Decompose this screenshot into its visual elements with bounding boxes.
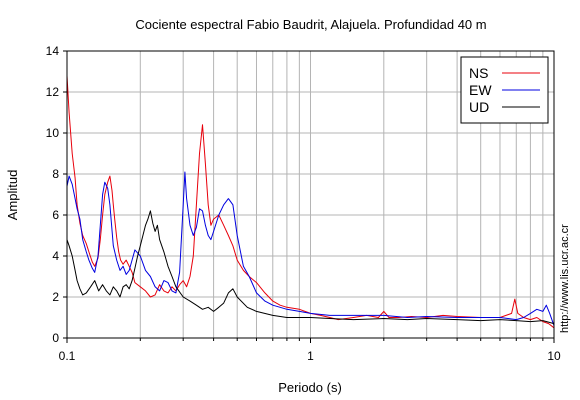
x-axis-label: Periodo (s) <box>278 380 342 395</box>
y-axis-ticks: 0 2 4 6 8 10 12 14 <box>46 44 67 345</box>
series-line-ew <box>66 171 555 326</box>
series-line-ud <box>66 210 555 325</box>
series-line-ns <box>66 75 555 329</box>
x-tick-label: 1 <box>307 349 314 363</box>
y-tick-label: 12 <box>46 85 60 99</box>
legend-label-ud: UD <box>469 99 489 115</box>
x-axis-ticks: 0.1 1 10 <box>59 338 561 363</box>
series-lines <box>66 75 555 329</box>
y-tick-label: 2 <box>52 290 59 304</box>
grid <box>67 51 554 338</box>
y-tick-label: 8 <box>52 167 59 181</box>
x-tick-label: 0.1 <box>59 349 76 363</box>
x-tick-label: 10 <box>547 349 561 363</box>
y-tick-label: 4 <box>52 249 59 263</box>
legend-label-ew: EW <box>469 82 492 98</box>
y-tick-label: 0 <box>52 331 59 345</box>
y-tick-label: 6 <box>52 208 59 222</box>
y-tick-label: 14 <box>46 44 60 58</box>
watermark-url: http://www.lis.ucr.ac.cr <box>559 224 571 333</box>
legend-label-ns: NS <box>469 65 488 81</box>
y-axis-label: Amplitud <box>5 170 20 221</box>
chart-title: Cociente espectral Fabio Baudrit, Alajue… <box>135 17 486 32</box>
y-tick-label: 10 <box>46 126 60 140</box>
